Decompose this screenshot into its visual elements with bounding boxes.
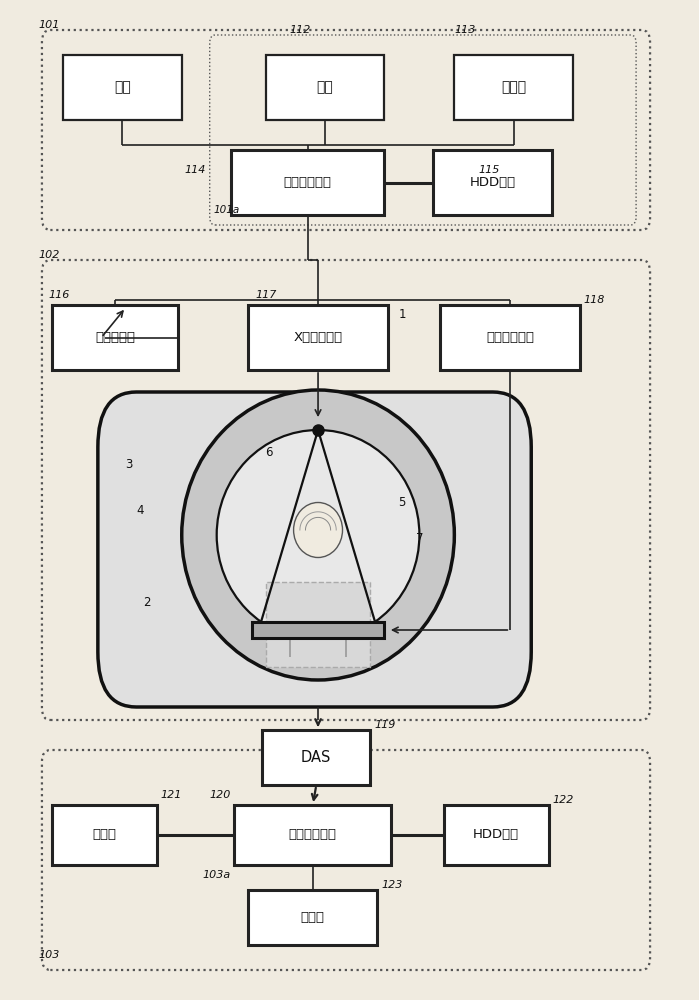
FancyBboxPatch shape (231, 150, 384, 215)
Text: 112: 112 (290, 25, 311, 35)
FancyBboxPatch shape (234, 805, 391, 865)
Text: 113: 113 (454, 25, 476, 35)
Text: 7: 7 (416, 532, 423, 544)
Text: 117: 117 (255, 290, 277, 300)
Text: 119: 119 (374, 720, 396, 730)
FancyBboxPatch shape (98, 392, 531, 707)
Text: 123: 123 (381, 880, 403, 890)
FancyBboxPatch shape (52, 805, 157, 865)
Text: 118: 118 (584, 295, 605, 305)
Text: HDD装置: HDD装置 (473, 828, 519, 842)
Text: 中央处理装置: 中央处理装置 (289, 828, 337, 842)
Text: 键盘: 键盘 (114, 81, 131, 95)
Ellipse shape (294, 502, 343, 557)
Text: X射线控制器: X射线控制器 (294, 331, 343, 344)
Ellipse shape (217, 430, 419, 640)
Text: 1: 1 (398, 308, 405, 322)
FancyBboxPatch shape (63, 55, 182, 120)
Text: 4: 4 (136, 504, 143, 516)
FancyBboxPatch shape (262, 730, 370, 785)
Text: 存储器: 存储器 (501, 81, 526, 95)
FancyBboxPatch shape (252, 622, 384, 638)
Ellipse shape (182, 390, 454, 680)
FancyBboxPatch shape (440, 305, 580, 370)
Text: DAS: DAS (301, 750, 331, 765)
Text: 122: 122 (552, 795, 574, 805)
Text: 检查床控制器: 检查床控制器 (487, 331, 534, 344)
FancyBboxPatch shape (248, 890, 377, 945)
FancyBboxPatch shape (433, 150, 552, 215)
FancyBboxPatch shape (248, 305, 388, 370)
FancyBboxPatch shape (266, 582, 370, 667)
Text: 机架控制器: 机架控制器 (95, 331, 136, 344)
Text: 115: 115 (479, 165, 500, 175)
Text: 102: 102 (38, 250, 60, 260)
Text: 121: 121 (161, 790, 182, 800)
Text: 鼠标: 鼠标 (317, 81, 333, 95)
FancyBboxPatch shape (52, 305, 178, 370)
Text: 5: 5 (398, 495, 405, 508)
Text: 中央处理装置: 中央处理装置 (284, 176, 331, 189)
Text: HDD装置: HDD装置 (470, 176, 516, 189)
Text: 101: 101 (38, 20, 60, 30)
Text: 103a: 103a (203, 870, 231, 880)
FancyBboxPatch shape (444, 805, 549, 865)
Text: 监视器: 监视器 (301, 911, 325, 924)
Text: 116: 116 (49, 290, 71, 300)
Text: 2: 2 (143, 595, 150, 608)
Text: 存储器: 存储器 (93, 828, 117, 842)
Text: 6: 6 (266, 446, 273, 458)
Text: 103: 103 (38, 950, 60, 960)
FancyBboxPatch shape (266, 55, 384, 120)
FancyBboxPatch shape (454, 55, 573, 120)
Text: 114: 114 (185, 165, 206, 175)
Text: 101a: 101a (213, 205, 240, 215)
Text: 120: 120 (209, 790, 231, 800)
Text: 3: 3 (126, 458, 133, 472)
